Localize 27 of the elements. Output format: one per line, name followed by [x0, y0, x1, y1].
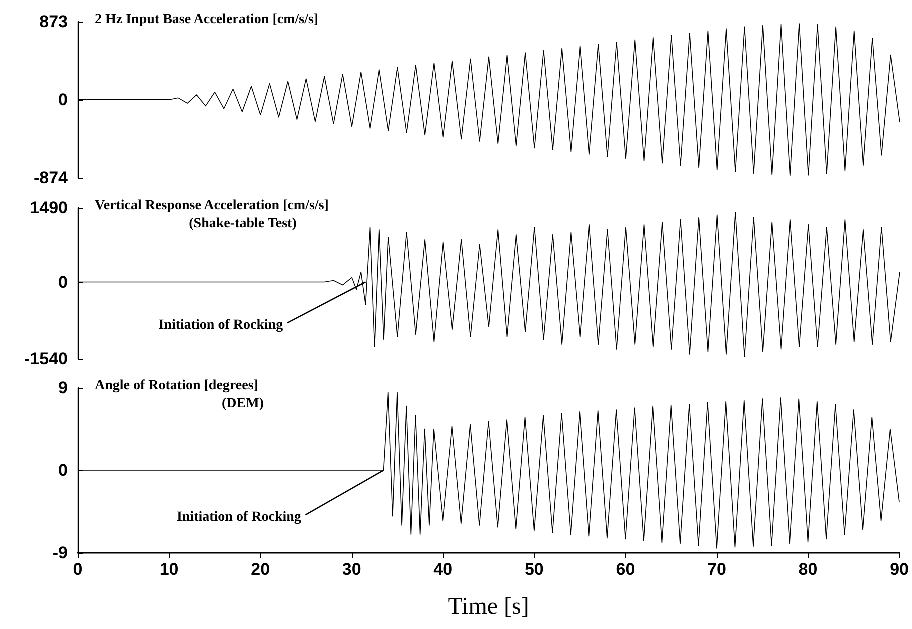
annotation: Initiation of Rocking [158, 318, 284, 333]
x-axis-title: Time [s] [448, 594, 530, 620]
y-tick-label: 9 [58, 378, 68, 398]
y-tick-label: 0 [58, 461, 68, 480]
x-tick-label: 80 [798, 560, 818, 579]
x-tick-label: 20 [251, 560, 270, 579]
y-tick-label: -874 [34, 168, 69, 188]
x-tick-label: 10 [160, 560, 179, 579]
y-tick-label: 873 [40, 12, 68, 32]
x-tick-label: 90 [890, 560, 910, 579]
y-tick-label: 0 [58, 272, 68, 292]
y-tick-label: -9 [52, 544, 68, 562]
y-tick-label: -1540 [24, 350, 68, 368]
chart-title: Vertical Response Acceleration [cm/s/s] [95, 198, 329, 214]
x-tick-label: 30 [342, 560, 362, 579]
x-tick-label: 60 [616, 560, 636, 579]
x-tick-label: 70 [708, 560, 726, 579]
x-tick-label: 50 [524, 560, 544, 579]
chart-title: Angle of Rotation [degrees] [95, 378, 258, 394]
y-tick-label: 1490 [30, 198, 68, 218]
chart-title: 2 Hz Input Base Acceleration [cm/s/s] [95, 12, 319, 28]
annotation: Initiation of Rocking [176, 510, 302, 526]
y-tick-label: 0 [58, 90, 68, 110]
text: (Shake-table Test) [189, 216, 298, 232]
x-tick-label: 0 [73, 560, 83, 579]
x-tick-label: 40 [434, 560, 453, 579]
text: (DEM) [222, 396, 264, 412]
